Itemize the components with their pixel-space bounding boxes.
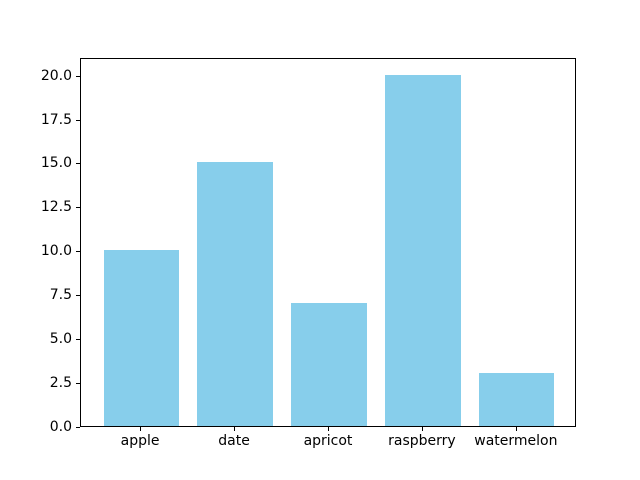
bar-watermelon xyxy=(479,373,555,426)
y-tick-label: 20.0 xyxy=(40,67,72,84)
x-tick-label: watermelon xyxy=(474,433,558,449)
y-tick-mark xyxy=(76,163,80,164)
y-tick-mark xyxy=(76,120,80,121)
plot-area xyxy=(80,58,576,427)
y-tick-mark xyxy=(76,383,80,384)
y-tick-label: 2.5 xyxy=(49,375,72,392)
y-tick-mark xyxy=(76,339,80,340)
bar-date xyxy=(197,162,273,426)
x-tick-label: apricot xyxy=(303,433,353,449)
y-tick-label: 10.0 xyxy=(40,243,72,260)
y-tick-mark xyxy=(76,295,80,296)
y-tick-mark xyxy=(76,207,80,208)
x-tick-label: date xyxy=(218,433,250,449)
y-tick-label: 5.0 xyxy=(49,331,72,348)
x-tick-mark xyxy=(422,427,423,431)
y-tick-label: 15.0 xyxy=(40,155,72,172)
y-tick-mark xyxy=(76,251,80,252)
y-tick-label: 17.5 xyxy=(40,111,72,128)
bar-apricot xyxy=(291,303,367,426)
y-tick-label: 12.5 xyxy=(40,199,72,216)
bar-apple xyxy=(103,250,179,426)
x-tick-mark xyxy=(516,427,517,431)
y-tick-mark xyxy=(76,427,80,428)
y-tick-mark xyxy=(76,76,80,77)
x-tick-mark xyxy=(328,427,329,431)
bar-raspberry xyxy=(385,74,461,426)
x-tick-mark xyxy=(140,427,141,431)
x-tick-mark xyxy=(234,427,235,431)
y-tick-label: 0.0 xyxy=(49,419,72,435)
x-tick-label: apple xyxy=(120,433,160,449)
y-tick-label: 7.5 xyxy=(49,287,72,304)
x-tick-label: raspberry xyxy=(388,433,456,449)
